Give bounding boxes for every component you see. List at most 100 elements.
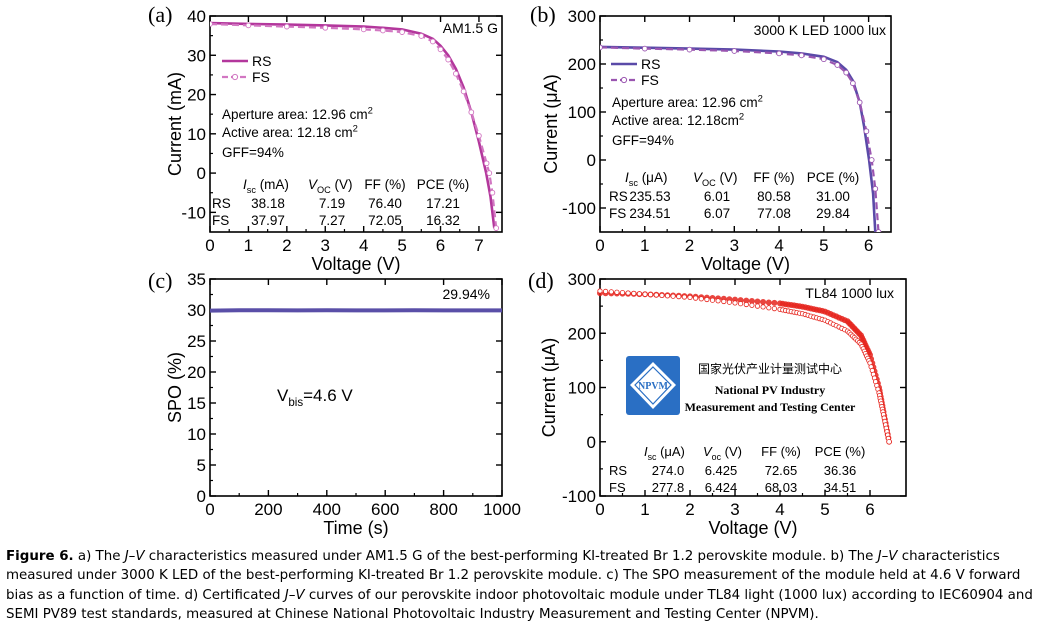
table-cell-b: 31.00 xyxy=(816,189,850,204)
y-tick-label-a: 40 xyxy=(187,7,206,26)
table-header-voc-d-sub: oc xyxy=(712,452,722,462)
table-header-isc-d-rest: (μA) xyxy=(656,444,684,459)
table-cell-d: 6.425 xyxy=(705,463,738,478)
bias-voltage-label-rest: =4.6 V xyxy=(303,386,353,405)
x-tick-label-c: 200 xyxy=(254,500,282,519)
legend-marker-fs-a xyxy=(231,73,239,81)
caption-label: Figure 6. xyxy=(6,549,74,564)
table-header-isc-a: Isc (mA) xyxy=(243,177,289,195)
note-aperture-b-sup: 2 xyxy=(758,94,763,105)
data-point-d-fs xyxy=(614,289,620,295)
x-tick-label-a: 3 xyxy=(321,236,330,255)
y-axis-title-c: SPO (%) xyxy=(165,352,185,423)
data-point-b-fs xyxy=(798,52,805,59)
y-tick-label-b: 100 xyxy=(568,103,596,122)
x-tick-label-b: 2 xyxy=(685,236,694,255)
x-tick-label-c: 0 xyxy=(205,500,214,519)
table-cell-a: 72.05 xyxy=(368,213,402,228)
data-point-d-fs xyxy=(704,296,710,303)
x-tick-label-c: 1000 xyxy=(483,500,521,519)
data-point-a-fs xyxy=(399,29,405,35)
y-tick-label-c: 15 xyxy=(187,394,206,413)
series-line-a-rs xyxy=(210,21,496,229)
table-cell-d: 34.51 xyxy=(824,480,857,495)
y-tick-label-a: 0 xyxy=(197,164,206,183)
table-cell-d: 274.0 xyxy=(652,463,685,478)
table-header-isc-d-sub: sc xyxy=(648,452,657,462)
legend-label-rs-b: RS xyxy=(641,56,660,72)
x-tick-label-d: 5 xyxy=(820,500,829,519)
x-tick-label-a: 1 xyxy=(244,236,253,255)
table-header-voc-b: VOC (V) xyxy=(693,170,738,188)
table-header-isc-d: Isc (μA) xyxy=(644,444,685,462)
x-axis-title-c: Time (s) xyxy=(323,518,388,538)
data-point-b-fs xyxy=(600,44,603,51)
data-point-d-fs xyxy=(636,291,643,297)
npvm-name-cn: 国家光伏产业计量测试中心 xyxy=(698,361,842,376)
data-point-d-fs xyxy=(692,295,699,301)
legend-marker-fs-b xyxy=(620,76,628,84)
data-point-b-fs xyxy=(776,50,782,57)
x-tick-label-d: 1 xyxy=(640,500,649,519)
x-tick-label-a: 0 xyxy=(205,236,214,255)
note-aperture-b-main: Aperture area: 12.96 cm xyxy=(612,95,758,110)
table-row-label-a: RS xyxy=(212,196,231,211)
x-tick-label-a: 2 xyxy=(282,236,291,255)
plot-frame-a xyxy=(209,15,503,233)
data-point-b-fs xyxy=(856,99,863,106)
x-tick-label-b: 3 xyxy=(730,236,739,255)
corner-text-a: AM1.5 G xyxy=(443,20,498,36)
data-point-b-fs xyxy=(834,62,841,68)
table-header-voc-b-sub: OC xyxy=(702,178,716,188)
note-aperture-a: Aperture area: 12.96 cm2 xyxy=(222,106,373,122)
table-cell-d: 277.8 xyxy=(652,480,685,495)
data-point-d-fs xyxy=(709,297,716,303)
data-point-a-fs xyxy=(429,38,436,45)
table-cell-a: 17.21 xyxy=(426,196,460,211)
table-header-isc-a-main: I xyxy=(243,177,247,192)
corner-text-b: 3000 K LED 1000 lux xyxy=(754,22,886,38)
bias-voltage-label: Vbis=4.6 V xyxy=(277,386,353,409)
data-point-d-fs xyxy=(726,299,733,305)
data-point-d-fs xyxy=(743,301,749,308)
table-header-voc-a: VOC (V) xyxy=(308,177,353,195)
data-point-d-fs xyxy=(771,305,778,312)
note-active-a-sup: 2 xyxy=(353,124,358,135)
table-header-voc-a-rest: (V) xyxy=(331,177,353,192)
x-tick-label-b: 1 xyxy=(640,236,649,255)
note-aperture-a-main: Aperture area: 12.96 cm xyxy=(222,107,368,122)
x-tick-label-c: 600 xyxy=(371,500,399,519)
x-tick-label-b: 6 xyxy=(864,236,873,255)
table-cell-a: 76.40 xyxy=(368,196,402,211)
data-point-b-fs xyxy=(863,128,870,135)
note-gff-b: GFF=94% xyxy=(612,133,674,148)
y-axis-title-b: Current (μA) xyxy=(541,74,561,173)
data-point-a-fs xyxy=(437,46,444,53)
table-header-ff-b: FF (%) xyxy=(753,170,794,185)
table-cell-a: 7.19 xyxy=(319,196,345,211)
table-cell-a: 7.27 xyxy=(319,213,345,228)
y-tick-label-d: 0 xyxy=(587,433,596,452)
x-tick-label-d: 4 xyxy=(775,500,784,519)
series-line-b-rs xyxy=(600,45,877,232)
y-tick-label-d: -100 xyxy=(562,487,596,506)
caption-part-3: J–V xyxy=(877,549,898,564)
table-header-voc-d-rest: (V) xyxy=(721,444,742,459)
data-point-a-fs xyxy=(493,225,500,231)
y-tick-label-a: -10 xyxy=(181,203,206,222)
table-cell-b: 235.53 xyxy=(629,189,670,204)
note-active-a-main: Active area: 12.18 cm xyxy=(222,125,353,140)
y-tick-label-a: 10 xyxy=(187,125,206,144)
npvm-name-en-1: National PV Industry xyxy=(715,383,825,397)
table-header-voc-d: Voc (V) xyxy=(703,444,742,462)
data-point-d-fs xyxy=(698,296,704,302)
x-tick-label-d: 6 xyxy=(865,500,874,519)
data-point-b-fs xyxy=(820,56,827,63)
table-cell-d: 6.424 xyxy=(705,480,738,495)
x-tick-label-b: 4 xyxy=(774,236,783,255)
y-tick-label-b: -100 xyxy=(562,199,596,218)
table-row-label-a: FS xyxy=(212,213,229,228)
panel-label-c: (c) xyxy=(148,268,172,293)
series-group-a xyxy=(210,21,500,231)
note-active-b-main: Active area: 12.18cm xyxy=(612,113,739,128)
